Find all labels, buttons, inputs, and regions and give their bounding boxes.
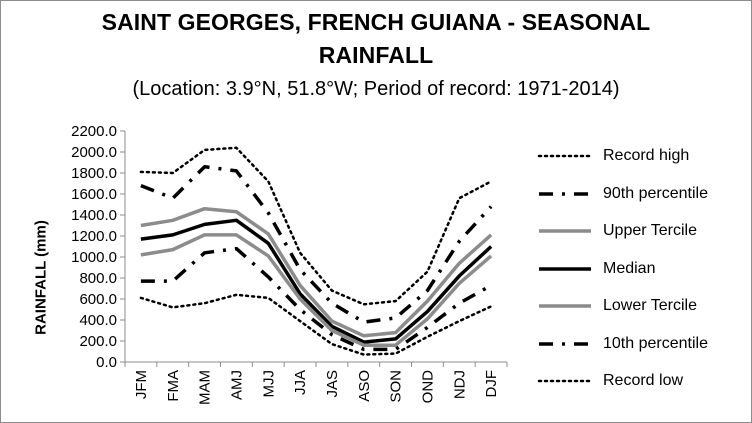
legend-swatch <box>539 191 591 196</box>
x-tick-label: NDJ <box>451 370 468 399</box>
x-tick-label: JFM <box>133 370 150 399</box>
y-tick-label: 1600.0 <box>71 186 117 203</box>
legend-swatch <box>539 304 591 308</box>
x-tick-label: OND <box>419 370 436 404</box>
legend-item-record-low: Record low <box>531 369 746 393</box>
y-tick-label: 2000.0 <box>71 144 117 161</box>
x-tick-label: SON <box>388 370 405 403</box>
legend-swatch <box>539 266 591 271</box>
y-tick-label: 2200.0 <box>71 123 117 140</box>
y-tick-label: 1200.0 <box>71 228 117 245</box>
legend-label: Record high <box>603 147 690 164</box>
series-line-lower-tercile <box>140 233 493 347</box>
y-tick-label: 0.0 <box>96 354 117 371</box>
y-tick-label: 600.0 <box>79 291 117 308</box>
chart-subtitle: (Location: 3.9°N, 51.8°W; Period of reco… <box>132 78 620 100</box>
x-tick-label: MAM <box>197 370 214 405</box>
y-tick-label: 1000.0 <box>71 249 117 266</box>
x-tick-label: MJJ <box>260 370 277 398</box>
legend-label: 10th percentile <box>603 334 708 352</box>
legend-item-lower-tercile: Lower Tercile <box>531 294 746 318</box>
legend-swatch <box>537 379 593 383</box>
legend-label: Upper Tercile <box>603 222 697 239</box>
series-line-record-low <box>139 293 493 356</box>
y-tick-label: 1400.0 <box>71 207 117 224</box>
x-tick-label: FMA <box>165 370 182 402</box>
y-tick-label: 400.0 <box>79 312 117 329</box>
legend-item-90th-percentile: 90th percentile <box>531 182 746 206</box>
chart-title-line2: RAINFALL <box>318 42 434 68</box>
series-line-90th-percentile <box>140 164 493 324</box>
series-line-10th-percentile <box>140 246 492 352</box>
y-tick-label: 1800.0 <box>71 165 117 182</box>
legend-label: 90th percentile <box>603 184 708 202</box>
legend-item-median: Median <box>531 257 746 281</box>
y-tick-label: 200.0 <box>79 333 117 350</box>
series-line-upper-tercile <box>140 206 493 338</box>
legend-swatch <box>539 229 591 233</box>
legend-item-upper-tercile: Upper Tercile <box>531 219 746 243</box>
x-tick-label: ASO <box>356 370 373 402</box>
x-tick-label: JJA <box>292 370 309 395</box>
x-tick-label: DJF <box>483 370 500 398</box>
series-line-median <box>140 218 493 344</box>
x-tick-label: AMJ <box>228 370 245 400</box>
x-tick-label: JAS <box>324 370 341 398</box>
legend-label: Lower Tercile <box>603 297 697 314</box>
legend-swatch <box>539 341 591 346</box>
legend-item-10th-percentile: 10th percentile <box>531 332 746 356</box>
legend-swatch <box>537 154 593 158</box>
legend-label: Record low <box>603 372 684 389</box>
legend-label: Median <box>603 259 656 277</box>
chart-title: SAINT GEORGES, FRENCH GUIANA - SEASONAL <box>101 9 651 35</box>
y-tick-label: 800.0 <box>79 270 117 287</box>
series-line-record-high <box>139 146 493 306</box>
legend-item-record-high: Record high <box>531 144 746 168</box>
